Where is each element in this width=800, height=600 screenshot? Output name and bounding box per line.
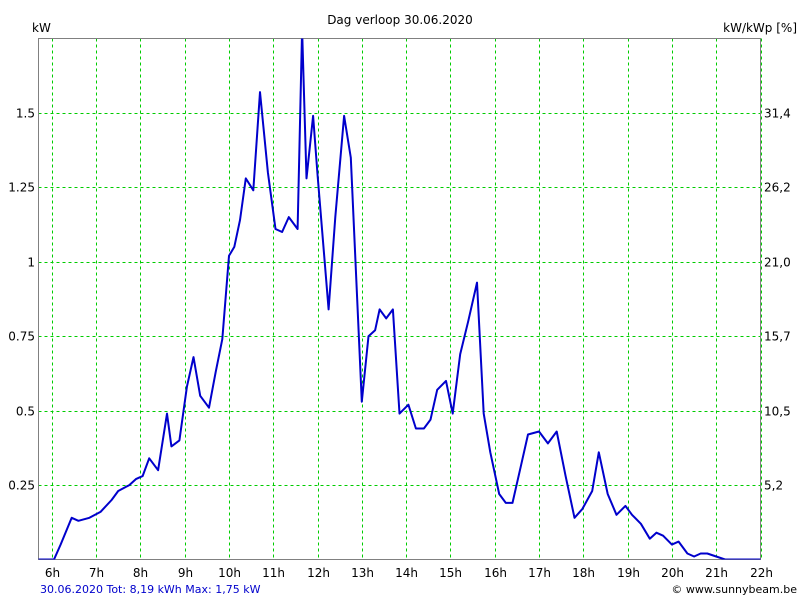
- x-tick-label: 7h: [89, 566, 104, 580]
- x-tick-label: 22h: [750, 566, 773, 580]
- x-tick-label: 17h: [528, 566, 551, 580]
- x-tick-label: 21h: [705, 566, 728, 580]
- x-tick-label: 11h: [262, 566, 285, 580]
- y-axis-right-label: kW/kWp [%]: [723, 21, 797, 35]
- x-tick-labels: 6h 7h 8h 9h 10h 11h 12h 13h 14h 15h 16h 17h 18h 19h 20…: [45, 566, 773, 580]
- x-tick-label: 13h: [351, 566, 374, 580]
- chart-title: Dag verloop 30.06.2020: [327, 13, 473, 27]
- footer-summary: 30.06.2020 Tot: 8,19 kWh Max: 1,75 kW: [40, 583, 261, 596]
- y-tick-label-left: 1.25: [8, 181, 35, 195]
- x-tick-label: 12h: [307, 566, 330, 580]
- x-tick-label: 16h: [484, 566, 507, 580]
- y-tick-label-left: 0.5: [16, 405, 35, 419]
- series-layer: [38, 38, 761, 560]
- x-tick-label: 9h: [178, 566, 193, 580]
- x-tick-label: 14h: [395, 566, 418, 580]
- grid: [38, 38, 762, 560]
- x-tick-label: 18h: [572, 566, 595, 580]
- y-tick-label-right: 26,2: [764, 181, 791, 195]
- x-tick-label: 15h: [439, 566, 462, 580]
- x-tick-label: 20h: [661, 566, 684, 580]
- footer-copyright: © www.sunnybeam.be: [671, 583, 797, 596]
- y-tick-labels-right: 5,2 10,5 15,7 21,0 26,2 31,4: [764, 107, 791, 493]
- y-tick-label-left: 1.5: [16, 107, 35, 121]
- y-tick-label-right: 31,4: [764, 107, 791, 121]
- y-tick-label-right: 15,7: [764, 330, 791, 344]
- y-tick-label-left: 1: [27, 256, 35, 270]
- y-tick-label-left: 0.25: [8, 479, 35, 493]
- x-tick-label: 19h: [617, 566, 640, 580]
- x-tick-label: 10h: [218, 566, 241, 580]
- y-tick-label-right: 10,5: [764, 405, 791, 419]
- y-axis-left-label: kW: [32, 21, 51, 35]
- y-tick-labels-left: 0.25 0.5 0.75 1 1.25 1.5: [8, 107, 35, 493]
- y-tick-label-right: 5,2: [764, 479, 783, 493]
- y-tick-label-right: 21,0: [764, 256, 791, 270]
- series-line: [38, 38, 761, 560]
- x-tick-label: 6h: [45, 566, 60, 580]
- y-tick-label-left: 0.75: [8, 330, 35, 344]
- plot-frame: [38, 38, 761, 560]
- x-tick-label: 8h: [133, 566, 148, 580]
